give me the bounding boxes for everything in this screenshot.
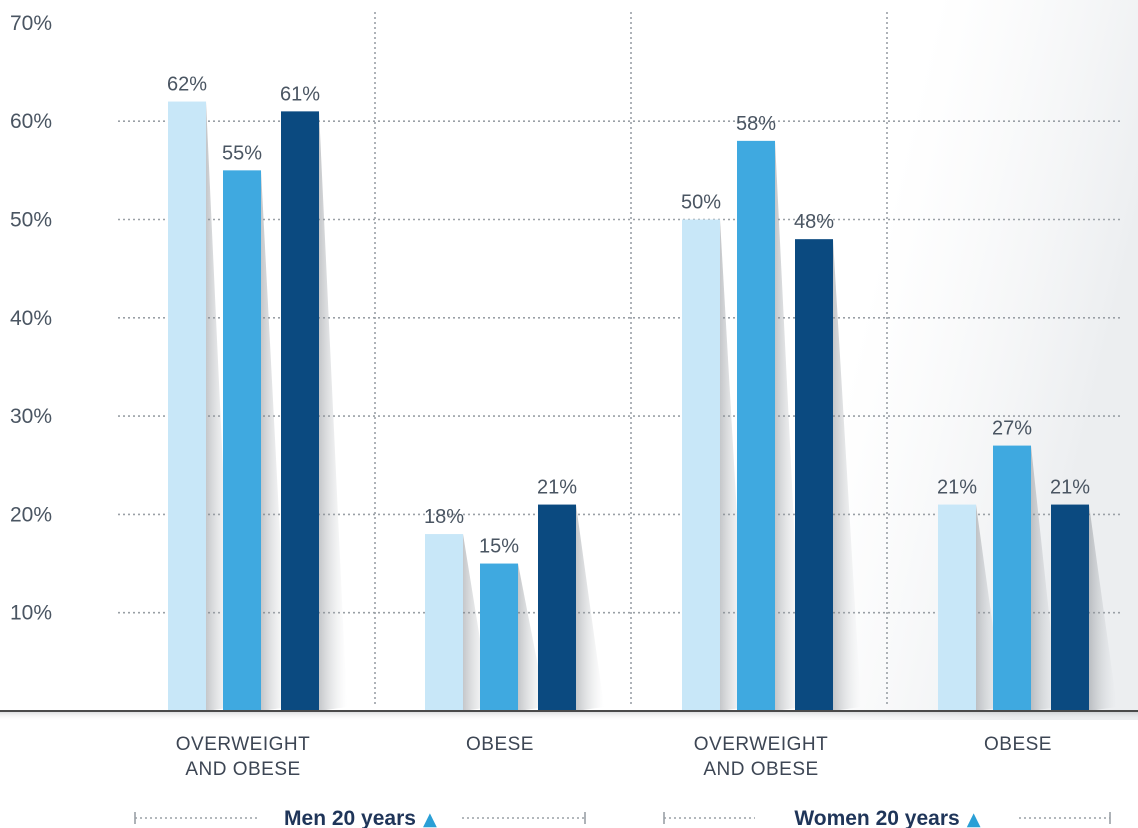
category-label: OBESE	[466, 734, 534, 755]
triangle-up-icon: ▲	[967, 809, 981, 828]
data-label: 58%	[736, 113, 776, 135]
group-labels: Men 20 years ▲ Women 20 years ▲	[134, 807, 1111, 828]
data-label: 62%	[167, 74, 207, 96]
y-tick-label: 20%	[10, 503, 52, 526]
bar	[938, 504, 976, 711]
bar	[682, 219, 720, 711]
data-label: 21%	[537, 477, 577, 499]
data-label: 48%	[794, 211, 834, 233]
y-tick-label: 70%	[10, 12, 52, 35]
bars	[168, 101, 1089, 712]
data-label: 27%	[992, 418, 1032, 440]
y-axis-ticks: 10% 20% 30% 40% 50% 60% 70%	[10, 12, 52, 625]
category-label: OVERWEIGHT	[176, 734, 311, 755]
data-label: 50%	[681, 192, 721, 214]
bar-shadow	[319, 111, 347, 712]
bar	[1051, 504, 1089, 711]
y-tick-label: 60%	[10, 110, 52, 133]
bar	[737, 140, 775, 712]
data-labels: 62% 18% 50% 21% 55% 15% 58% 27% 61% 21% 48% 21%	[167, 74, 1090, 558]
bar	[223, 170, 261, 712]
bar	[538, 504, 576, 711]
bar	[480, 563, 518, 711]
category-label: AND OBESE	[703, 759, 818, 780]
category-label: OVERWEIGHT	[694, 734, 829, 755]
data-label: 18%	[424, 506, 464, 528]
group-label: Men 20 years	[284, 807, 416, 828]
category-labels: OVERWEIGHT AND OBESE OBESE OVERWEIGHT AND OB…	[176, 734, 1052, 780]
bar-shadow	[576, 504, 604, 711]
triangle-up-icon: ▲	[423, 809, 437, 828]
data-label: 55%	[222, 142, 262, 164]
data-label: 21%	[937, 477, 977, 499]
data-label: 61%	[280, 83, 320, 105]
bar	[425, 534, 463, 711]
y-tick-label: 10%	[10, 602, 52, 625]
bar	[168, 101, 206, 712]
bar	[795, 239, 833, 711]
y-tick-label: 50%	[10, 209, 52, 232]
baseline-shadow	[0, 711, 1138, 721]
y-tick-label: 40%	[10, 307, 52, 330]
bar-shadow	[833, 239, 861, 711]
bar	[281, 111, 319, 712]
bar-shadow	[1089, 504, 1117, 711]
y-tick-label: 30%	[10, 405, 52, 428]
bar	[993, 445, 1031, 711]
group-label: Women 20 years	[794, 807, 959, 828]
category-label: OBESE	[984, 734, 1052, 755]
data-label: 15%	[479, 536, 519, 558]
category-label: AND OBESE	[185, 759, 300, 780]
data-label: 21%	[1050, 477, 1090, 499]
